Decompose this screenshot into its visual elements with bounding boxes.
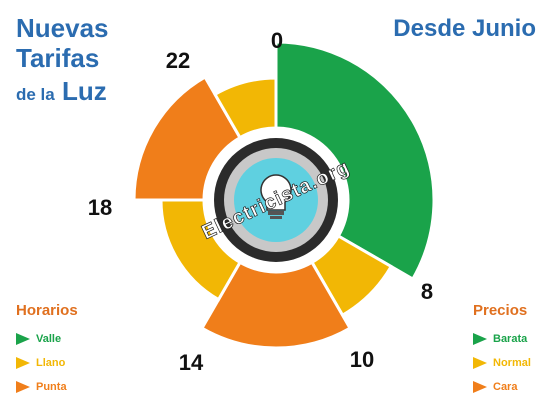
lightbulb-icon (260, 174, 292, 219)
legend-item: Llano (16, 351, 78, 375)
title-line-3-small: de la (16, 85, 55, 104)
legend-item: Valle (16, 327, 78, 351)
triangle-icon (473, 333, 487, 345)
legend-label: Barata (493, 333, 528, 345)
legend-label: Punta (36, 381, 67, 393)
legend-precios: Precios Barata Normal Cara (473, 302, 531, 399)
legend-title: Horarios (16, 302, 78, 319)
hour-label: 18 (88, 195, 112, 220)
triangle-icon (16, 357, 30, 369)
legend-horarios: Horarios Valle Llano Punta (16, 302, 78, 399)
legend-title: Precios (473, 302, 528, 319)
hour-label: 14 (179, 350, 204, 375)
legend-label: Cara (493, 381, 518, 393)
pie-segment-valle (274, 40, 436, 282)
triangle-icon (16, 333, 30, 345)
title-line-2: Tarifas (16, 43, 100, 73)
legend-item: Barata (473, 327, 531, 351)
title-line-3-big: Luz (61, 76, 107, 106)
triangle-icon (473, 357, 487, 369)
title-line-3: de la Luz (16, 78, 107, 104)
legend-label: Valle (36, 333, 62, 345)
hour-label: 0 (271, 28, 283, 53)
hour-labels: 0 8 10 14 18 22 (88, 28, 433, 375)
legend-label: Llano (36, 357, 66, 369)
legend-label: Normal (493, 357, 531, 369)
legend-item: Cara (473, 375, 531, 399)
triangle-icon (473, 381, 487, 393)
legend-item: Normal (473, 351, 531, 375)
legend-item: Punta (16, 375, 78, 399)
hour-label: 8 (421, 279, 433, 304)
subtitle: Desde Junio (393, 15, 536, 42)
title-line-1: Nuevas (16, 13, 109, 43)
hour-label: 10 (350, 347, 374, 372)
hour-label: 22 (166, 48, 190, 73)
triangle-icon (16, 381, 30, 393)
